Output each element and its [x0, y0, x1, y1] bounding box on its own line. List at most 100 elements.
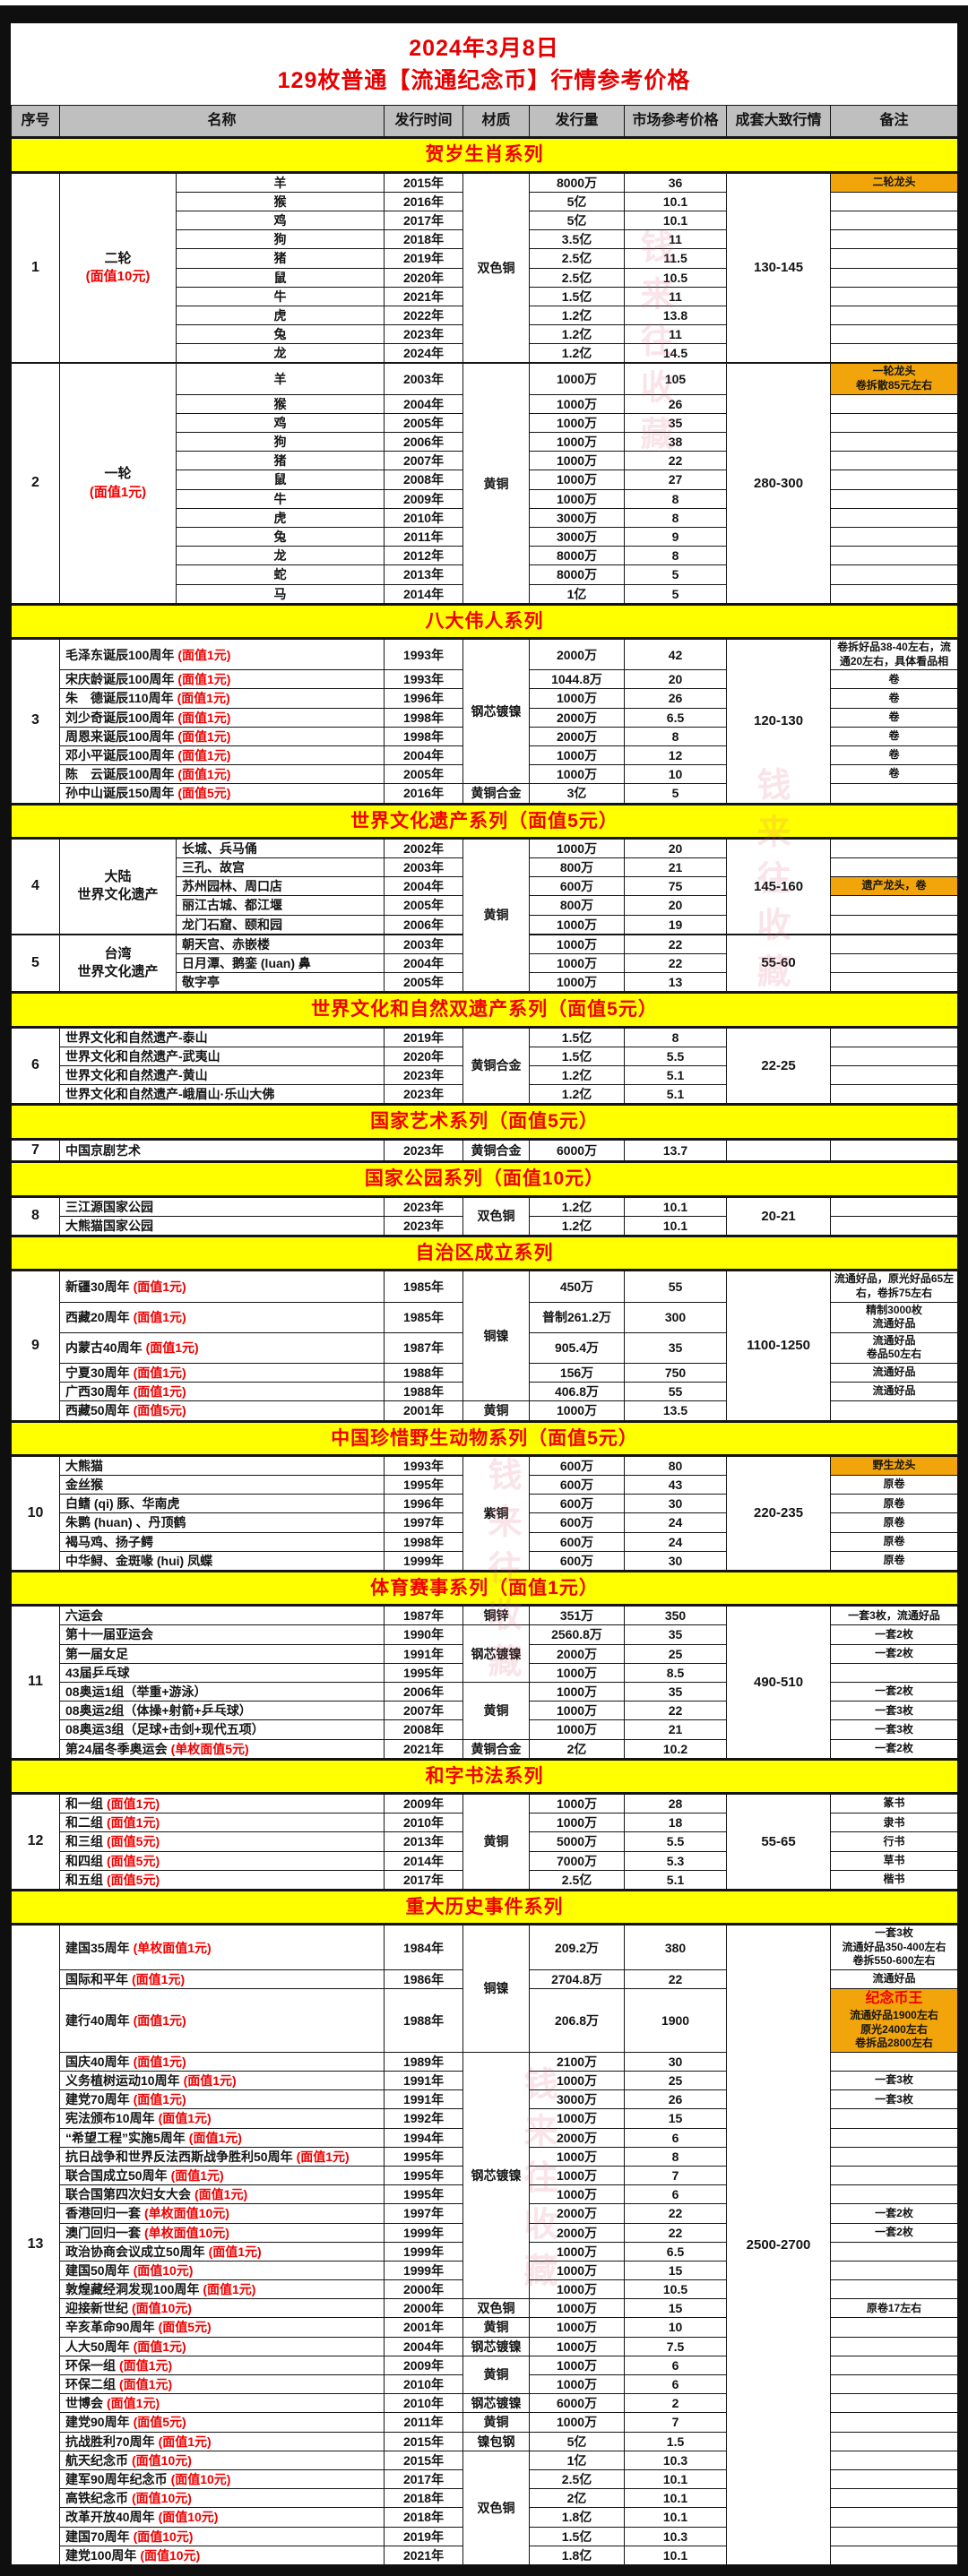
- coin-name: 和三组: [65, 1834, 103, 1849]
- market-price-cell: 18: [624, 1813, 728, 1833]
- face-value: (面值1元): [177, 672, 231, 687]
- issue-quantity-cell: 8000万: [529, 564, 626, 585]
- coin-name-cell: 邓小平诞辰100周年 (面值1元): [58, 745, 385, 766]
- market-price-cell: 43: [624, 1475, 728, 1495]
- issue-year-cell: 1994年: [384, 2127, 464, 2148]
- coin-name-cell: 猪: [175, 248, 385, 269]
- coin-name-cell: 建党70周年 (面值1元): [58, 2089, 385, 2110]
- market-price-cell: 22: [624, 933, 728, 954]
- remark-cell: 原卷: [830, 1531, 957, 1552]
- market-price-cell: 55: [624, 1269, 728, 1303]
- serial-cell: 1: [11, 171, 60, 364]
- remark-cell: 楷书: [830, 1869, 957, 1891]
- col-header-set-price: 成套大致行情: [726, 104, 832, 139]
- market-price-cell: 11.5: [624, 248, 728, 269]
- issue-year-cell: 2021年: [384, 286, 464, 306]
- material-cell: 黄铜合金: [462, 1738, 531, 1760]
- issue-year-cell: 2017年: [384, 1869, 464, 1891]
- issue-quantity-cell: 5亿: [529, 210, 626, 231]
- coin-name-cell: 宁夏30周年 (面值1元): [58, 1362, 385, 1383]
- coin-row: 敬字亭 2005年 1000万 13: [12, 972, 957, 994]
- remark-cell: [830, 2108, 957, 2129]
- market-price-cell: 20: [624, 669, 728, 690]
- remark-cell: 卷拆好品38-40左右，流通20左右，具体看品相: [830, 637, 957, 671]
- face-value: (面值10元): [132, 2491, 192, 2506]
- market-price-cell: 8: [624, 507, 728, 528]
- remark-cell: [830, 837, 957, 859]
- market-price-cell: 22: [624, 451, 728, 471]
- coin-name: 43届乒乓球: [65, 1665, 130, 1680]
- coin-row: 5 台湾 世界文化遗产 朝天宫、赤嵌楼 2003年 1000万 22 55-60: [11, 933, 957, 994]
- market-price-cell: 25: [624, 2071, 728, 2091]
- market-price-cell: 25: [624, 1643, 728, 1664]
- issue-year-cell: 1990年: [384, 1624, 464, 1645]
- issue-year-cell: 2004年: [384, 745, 464, 766]
- market-price-cell: 7.5: [624, 2336, 728, 2356]
- face-value: (面值1元): [133, 2012, 186, 2028]
- issue-year-cell: 1985年: [384, 1269, 464, 1303]
- issue-year-cell: 2005年: [384, 412, 464, 434]
- coin-name-cell: 朱 德诞辰110周年 (面值1元): [58, 688, 385, 709]
- market-price-cell: 10.1: [624, 1195, 728, 1217]
- group-face-value: (面值1元): [89, 484, 147, 500]
- section-banner-row: 世界文化和自然双遗产系列（面值5元）: [11, 991, 957, 1029]
- coin-name-cell: 牛: [175, 488, 385, 509]
- remark-cell: [830, 1215, 957, 1237]
- face-value: (面值1元): [133, 1310, 186, 1325]
- remark-cell: [830, 2507, 957, 2528]
- issue-quantity-cell: 1.8亿: [529, 2507, 626, 2528]
- coin-name-cell: 建国50周年 (面值10元): [58, 2260, 385, 2281]
- set-price-cell: 55-60: [726, 933, 832, 994]
- issue-year-cell: 2002年: [384, 837, 464, 859]
- material-cell: 黄铜合金: [462, 1026, 531, 1106]
- coin-name-cell: 龙门石窟、颐和园: [175, 914, 385, 935]
- market-price-cell: 22: [624, 2222, 728, 2243]
- face-value: (面值1元): [188, 2130, 242, 2145]
- remark-cell: [830, 393, 957, 414]
- coin-name: 和二组: [65, 1815, 103, 1831]
- section-banner: 国家艺术系列（面值5元）: [11, 1103, 957, 1141]
- coin-name: 08奥运1组（举重+游泳）: [65, 1684, 207, 1700]
- issue-year-cell: 2014年: [384, 1850, 464, 1871]
- coin-row: 建党90周年 (面值5元) 2011年 黄铜 1000万 7: [12, 2412, 957, 2433]
- face-value: (面值10元): [133, 2262, 194, 2278]
- issue-year-cell: 2009年: [384, 2355, 464, 2376]
- coin-name: 08奥运2组（体操+射箭+乒乓球）: [65, 1703, 252, 1719]
- coin-name: 长城、兵马俑: [182, 840, 257, 856]
- coin-name-cell: 43届乒乓球: [58, 1662, 385, 1684]
- issue-quantity-cell: 6000万: [529, 2393, 626, 2414]
- issue-quantity-cell: 1000万: [529, 1701, 626, 1721]
- remark-cell: [830, 546, 957, 566]
- section-banner-row: 和字书法系列: [11, 1757, 957, 1796]
- market-price-cell: 13.5: [624, 1400, 728, 1422]
- coin-name-cell: 牛: [175, 286, 385, 306]
- market-price-cell: 105: [624, 362, 728, 395]
- serial-cell: 7: [11, 1138, 60, 1163]
- issue-quantity-cell: 351万: [529, 1604, 626, 1626]
- coin-name: 宪法颁布10周年: [65, 2111, 155, 2126]
- coin-name: 朝天宫、赤嵌楼: [182, 936, 270, 952]
- market-price-cell: 26: [624, 2089, 728, 2110]
- remark-cell: 遗产龙头，卷: [830, 876, 957, 897]
- material-cell: 黄铜: [462, 2355, 531, 2395]
- issue-year-cell: 2010年: [384, 2374, 464, 2395]
- issue-quantity-cell: 3000万: [529, 2089, 626, 2110]
- issue-quantity-cell: 2560.8万: [529, 1624, 626, 1645]
- set-price-cell: 130-145: [726, 171, 832, 364]
- issue-year-cell: 1999年: [384, 1550, 464, 1572]
- issue-quantity-cell: 2000万: [529, 2203, 626, 2224]
- market-price-cell: 30: [624, 1550, 728, 1572]
- market-price-cell: 5: [624, 583, 728, 605]
- coin-row: 08奥运3组（足球+击剑+现代五项） 2008年 1000万 21 一套3枚: [12, 1719, 957, 1740]
- market-price-cell: 80: [624, 1454, 728, 1477]
- coin-name: 敬字亭: [182, 975, 220, 990]
- coin-name: 周恩来诞辰100周年: [65, 728, 175, 744]
- market-price-cell: 35: [624, 1682, 728, 1702]
- coin-name: 宋庆龄诞辰100周年: [65, 672, 175, 687]
- coin-name: 白鳍 (qi) 豚、华南虎: [65, 1496, 180, 1512]
- face-value: (面值5元): [133, 2415, 186, 2430]
- col-header-remark: 备注: [830, 104, 957, 139]
- coin-row: 苏州园林、周口店 2004年 600万 75 遗产龙头，卷: [12, 876, 957, 897]
- remark-cell: [830, 324, 957, 345]
- face-value: (面值10元): [132, 2301, 192, 2316]
